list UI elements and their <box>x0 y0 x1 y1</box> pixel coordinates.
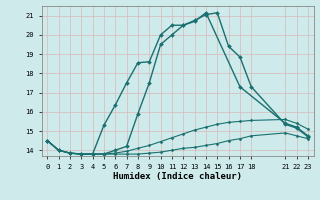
X-axis label: Humidex (Indice chaleur): Humidex (Indice chaleur) <box>113 172 242 181</box>
